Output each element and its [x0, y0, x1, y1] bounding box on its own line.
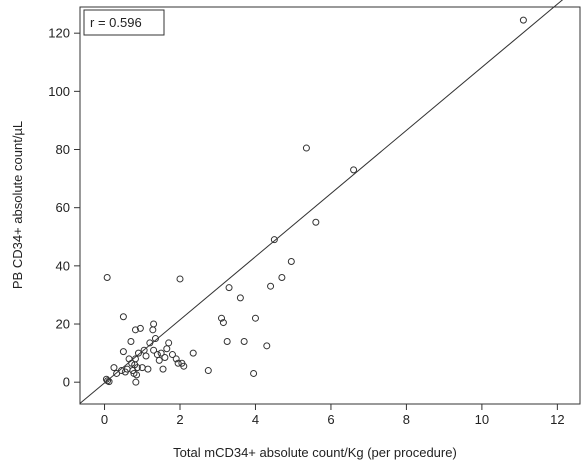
data-point: [131, 355, 139, 363]
data-point: [302, 144, 310, 152]
data-point: [168, 351, 176, 359]
y-tick-label: 40: [56, 258, 70, 273]
data-point: [270, 236, 278, 244]
data-point: [519, 16, 527, 24]
data-point: [267, 282, 275, 290]
data-point: [161, 353, 169, 361]
y-tick-label: 80: [56, 142, 70, 157]
data-point: [105, 378, 113, 386]
data-point: [151, 335, 159, 343]
data-point: [263, 342, 271, 350]
x-axis-ticks: 0 2 4 6 8 10 12: [101, 404, 565, 427]
y-tick-label: 0: [63, 375, 70, 390]
data-point: [149, 326, 157, 334]
y-tick-label: 120: [48, 26, 70, 41]
data-point: [150, 346, 158, 354]
data-point: [176, 275, 184, 283]
x-tick-label: 4: [252, 412, 259, 427]
regression-line: [79, 0, 564, 404]
data-point: [157, 349, 165, 357]
data-point: [103, 273, 111, 281]
data-point: [155, 356, 163, 364]
x-tick-label: 12: [550, 412, 564, 427]
x-axis-title: Total mCD34+ absolute count/Kg (per proc…: [173, 445, 457, 460]
data-point: [225, 284, 233, 292]
data-point: [133, 371, 141, 379]
data-point: [165, 339, 173, 347]
data-point: [236, 294, 244, 302]
x-tick-label: 2: [176, 412, 183, 427]
data-point: [219, 319, 227, 327]
data-point: [218, 314, 226, 322]
data-point: [250, 369, 258, 377]
annotation-box: r = 0.596: [83, 9, 165, 36]
data-point: [278, 273, 286, 281]
data-point: [104, 377, 112, 385]
data-point: [150, 320, 158, 328]
data-point: [134, 349, 142, 357]
data-point: [223, 337, 231, 345]
data-point: [132, 378, 140, 386]
y-tick-label: 20: [56, 317, 70, 332]
x-tick-label: 0: [101, 412, 108, 427]
data-point: [163, 345, 171, 353]
data-point: [189, 349, 197, 357]
data-point: [174, 359, 182, 367]
data-point: [131, 326, 139, 334]
data-point: [172, 355, 180, 363]
y-tick-label: 60: [56, 200, 70, 215]
data-point: [127, 337, 135, 345]
data-point: [144, 365, 152, 373]
data-point: [133, 364, 141, 372]
data-point: [119, 348, 127, 356]
data-points: [102, 16, 527, 386]
y-axis-ticks: 0 20 40 60 80 100 120: [48, 26, 80, 390]
data-point: [159, 365, 167, 373]
data-point: [251, 314, 259, 322]
data-point: [110, 364, 118, 372]
x-tick-label: 6: [327, 412, 334, 427]
data-point: [142, 352, 150, 360]
y-axis-title: PB CD34+ absolute count/µL: [10, 121, 25, 289]
data-point: [153, 351, 161, 359]
correlation-annotation: r = 0.596: [90, 15, 142, 30]
data-point: [146, 339, 154, 347]
data-point: [204, 367, 212, 375]
data-point: [119, 313, 127, 321]
data-point: [240, 337, 248, 345]
x-tick-label: 10: [475, 412, 489, 427]
data-point: [287, 257, 295, 265]
x-tick-label: 8: [403, 412, 410, 427]
data-point: [312, 218, 320, 226]
data-point: [350, 166, 358, 174]
y-tick-label: 100: [48, 84, 70, 99]
data-point: [180, 362, 188, 370]
plot-frame: [79, 6, 581, 405]
data-point: [136, 324, 144, 332]
